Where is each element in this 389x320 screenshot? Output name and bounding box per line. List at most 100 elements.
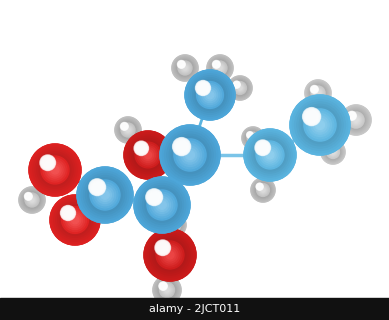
Circle shape [89, 179, 105, 196]
Circle shape [326, 145, 333, 152]
Circle shape [92, 182, 102, 192]
Circle shape [176, 141, 187, 152]
Bar [0, 298, 389, 320]
Circle shape [327, 146, 333, 151]
Circle shape [196, 82, 223, 108]
Circle shape [215, 63, 225, 73]
Circle shape [304, 109, 336, 141]
Circle shape [185, 70, 235, 120]
Circle shape [117, 119, 139, 141]
Circle shape [260, 187, 266, 193]
Circle shape [313, 88, 316, 91]
Circle shape [86, 176, 124, 214]
Circle shape [311, 116, 329, 134]
Circle shape [206, 91, 214, 99]
Circle shape [179, 62, 184, 67]
Circle shape [346, 110, 366, 130]
Circle shape [244, 129, 296, 181]
Circle shape [257, 142, 268, 153]
Circle shape [199, 84, 207, 92]
Circle shape [253, 180, 273, 200]
Circle shape [258, 185, 268, 196]
Circle shape [251, 135, 256, 140]
Circle shape [198, 84, 207, 92]
Circle shape [28, 196, 36, 204]
Circle shape [231, 79, 249, 97]
Circle shape [329, 148, 336, 156]
Circle shape [33, 148, 77, 192]
Circle shape [26, 194, 38, 206]
Circle shape [122, 124, 127, 129]
Circle shape [173, 223, 177, 227]
Circle shape [101, 191, 109, 199]
Circle shape [41, 156, 55, 170]
Circle shape [200, 85, 219, 105]
Circle shape [43, 158, 53, 167]
Circle shape [185, 70, 235, 120]
Circle shape [256, 141, 269, 154]
Circle shape [91, 181, 103, 193]
Circle shape [155, 240, 170, 255]
Circle shape [310, 85, 326, 101]
Circle shape [248, 133, 252, 137]
Circle shape [141, 148, 155, 162]
Circle shape [168, 219, 175, 225]
Circle shape [26, 195, 30, 198]
Circle shape [148, 191, 160, 203]
Circle shape [311, 86, 318, 93]
Circle shape [123, 125, 133, 135]
Circle shape [313, 88, 323, 98]
Circle shape [248, 133, 258, 143]
Circle shape [169, 134, 211, 176]
Circle shape [250, 135, 290, 175]
Circle shape [178, 61, 184, 68]
Circle shape [324, 143, 342, 161]
Circle shape [154, 277, 180, 303]
Circle shape [308, 114, 331, 136]
Circle shape [305, 109, 319, 124]
Circle shape [88, 178, 122, 212]
Circle shape [47, 162, 63, 178]
Circle shape [313, 118, 327, 132]
Circle shape [45, 160, 51, 166]
Circle shape [259, 186, 266, 194]
Circle shape [24, 192, 40, 208]
Circle shape [92, 182, 118, 208]
Circle shape [315, 90, 321, 96]
Circle shape [123, 124, 126, 128]
Circle shape [63, 208, 73, 218]
Circle shape [306, 111, 334, 139]
Circle shape [29, 144, 81, 196]
Circle shape [164, 214, 186, 236]
Circle shape [309, 84, 327, 102]
Circle shape [151, 194, 158, 201]
Circle shape [71, 216, 79, 224]
Circle shape [251, 178, 275, 202]
Circle shape [214, 62, 226, 74]
Circle shape [77, 167, 133, 223]
Circle shape [135, 142, 161, 168]
Circle shape [308, 113, 315, 120]
Circle shape [65, 211, 84, 229]
Circle shape [235, 83, 238, 86]
Circle shape [215, 63, 218, 66]
Circle shape [173, 56, 197, 80]
Circle shape [118, 120, 138, 140]
Circle shape [49, 164, 61, 176]
Circle shape [257, 184, 270, 196]
Circle shape [248, 133, 252, 137]
Circle shape [147, 190, 177, 220]
Circle shape [149, 192, 175, 218]
Circle shape [211, 59, 229, 77]
Circle shape [51, 166, 59, 174]
Circle shape [258, 143, 282, 167]
Circle shape [64, 209, 72, 217]
Circle shape [170, 220, 174, 224]
Circle shape [326, 145, 340, 159]
Circle shape [123, 125, 126, 128]
Circle shape [166, 251, 174, 259]
Circle shape [330, 149, 336, 155]
Circle shape [137, 144, 145, 153]
Circle shape [65, 210, 71, 216]
Circle shape [150, 235, 190, 275]
